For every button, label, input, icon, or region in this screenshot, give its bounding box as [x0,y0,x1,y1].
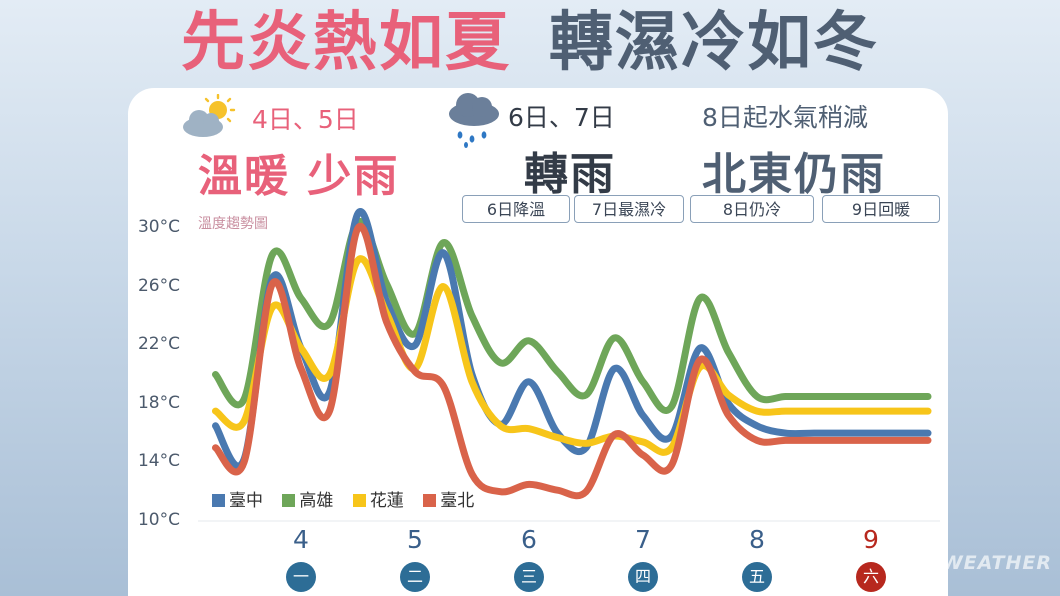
series-line-taipei [212,222,932,500]
series-line-hualien [212,255,932,456]
day-label: 8 [749,525,765,554]
y-tick-label: 10°C [137,510,180,530]
y-tick-label: 14°C [137,451,180,472]
legend-item-taipei: 臺北 [423,486,474,511]
blank-patch [140,554,252,596]
tag-9-warming: 9日回暖 [822,195,940,223]
series-line-kaohsiung [212,218,932,414]
weekday-badge: 二 [400,562,430,592]
legend-label-hualien: 花蓮 [369,491,404,511]
phase-3-title: 北東仍雨 [702,149,886,200]
legend-label-taichung: 臺中 [229,491,263,511]
legend-label-kaohsiung: 高雄 [299,491,334,511]
tag-8-still-cold: 8日仍冷 [690,195,814,223]
y-tick-label: 26°C [137,275,180,296]
weekday-badge: 五 [742,562,772,592]
headline: 先炎熱如夏 轉濕冷如冬 [0,2,1060,84]
weekday-badge: 六 [856,562,886,592]
day-label: 9 [863,525,879,554]
headline-right: 轉濕冷如冬 [549,6,879,80]
weekday-badge: 四 [628,562,658,592]
y-tick-label: 22°C [137,334,180,355]
legend-item-taichung: 臺中 [212,486,263,511]
y-tick-label: 18°C [137,392,180,413]
y-tick-label: 30°C [137,217,180,237]
day-label: 5 [407,525,423,554]
phase-1-dates: 4日、5日 [252,105,359,134]
weekday-badge: 一 [286,562,316,592]
tag-7-coldest: 7日最濕冷 [574,195,684,223]
phase-2-dates: 6日、7日 [508,103,615,132]
tag-6-cooling: 6日降溫 [462,195,570,223]
phase-2-title: 轉雨 [524,149,616,200]
chart-panel: 4日、5日 溫暖 少雨 6日、7日 轉雨 8日起水氣稍減 北東仍雨 6日降溫 7… [128,88,948,596]
legend: 臺中 高雄 花蓮 臺北 [212,486,488,511]
weekday-badge: 三 [514,562,544,592]
trend-label: 溫度趨勢圖 [198,216,268,232]
blank-patch [440,574,504,596]
series-line-taichung [212,208,932,470]
legend-item-hualien: 花蓮 [352,486,404,511]
phase-1-title: 溫暖 少雨 [198,151,400,202]
day-label: 7 [635,525,651,554]
legend-item-kaohsiung: 高雄 [282,486,333,511]
headline-left: 先炎熱如夏 [181,6,511,80]
temperature-chart [198,208,940,522]
rain-cloud-icon [449,93,499,148]
sun-cloud-icon [183,94,236,137]
day-label: 6 [521,525,537,554]
legend-label-taipei: 臺北 [440,491,475,511]
day-label: 4 [293,525,309,554]
watermark: WEATHER [941,552,1052,574]
phase-3-dates: 8日起水氣稍減 [702,103,868,132]
